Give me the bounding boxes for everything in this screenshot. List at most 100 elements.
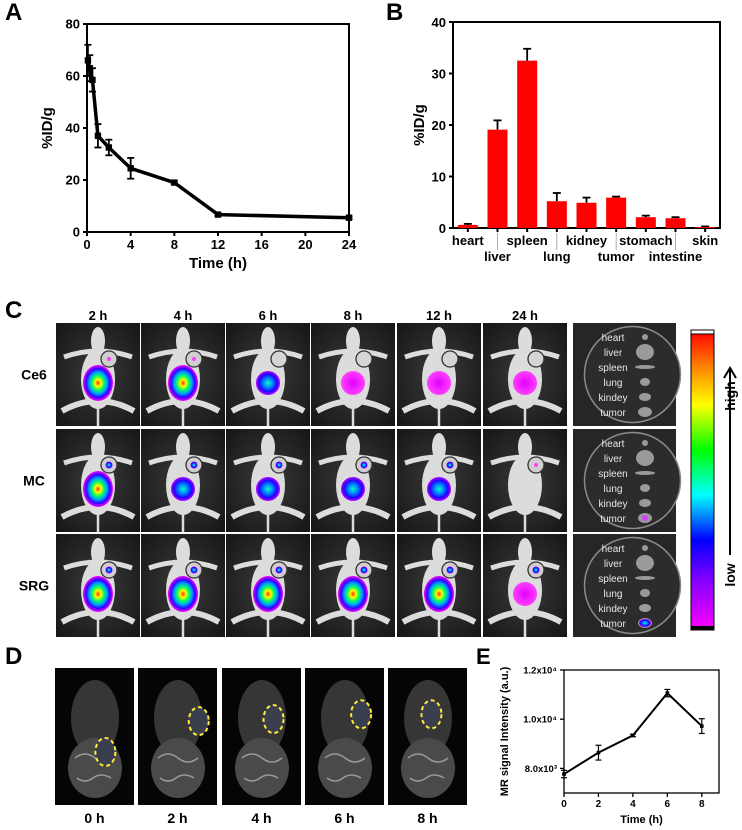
x-tick-label: 6 bbox=[665, 799, 671, 810]
organ-label-liver: liver bbox=[604, 454, 623, 465]
fluorescence-signal bbox=[168, 576, 198, 612]
organ-spleen bbox=[635, 471, 655, 475]
organ-lung bbox=[640, 589, 650, 597]
x-tick-label: lung bbox=[543, 249, 570, 264]
fluorescence-signal bbox=[168, 365, 198, 401]
y-tick-label: 0 bbox=[439, 221, 446, 236]
fluorescence-signal bbox=[341, 477, 365, 501]
bar-heart bbox=[457, 224, 478, 228]
organ-label-kindey: kindey bbox=[599, 499, 628, 510]
bar-stomach bbox=[635, 217, 656, 228]
x-tick-label: 8 bbox=[171, 237, 178, 252]
mouse-head bbox=[91, 327, 105, 355]
row-label-group: MC bbox=[23, 473, 45, 489]
y-tick-label: 0 bbox=[73, 225, 80, 240]
tumor-roi-circle bbox=[355, 350, 373, 368]
tumor-signal bbox=[105, 566, 113, 574]
organ-label-lung: lung bbox=[604, 589, 623, 600]
x-tick-label: 20 bbox=[298, 237, 312, 252]
bar-skin bbox=[695, 226, 716, 228]
petri-dish bbox=[583, 325, 682, 424]
tumor-roi-circle bbox=[441, 350, 459, 368]
organ-tumor bbox=[638, 407, 652, 417]
data-point bbox=[562, 772, 566, 776]
fluorescence-signal bbox=[424, 576, 454, 612]
y-tick-label: 40 bbox=[66, 121, 80, 136]
y-tick-label: 10 bbox=[432, 170, 446, 185]
series-line bbox=[86, 60, 350, 220]
tumor-signal bbox=[534, 463, 538, 467]
fluorescence-signal bbox=[171, 477, 195, 501]
organ-label-lung: lung bbox=[604, 484, 623, 495]
row-label-group: Ce6 bbox=[21, 367, 47, 383]
bar-lung bbox=[546, 201, 567, 228]
colorbar-bottom-cap bbox=[691, 626, 714, 630]
column-label-time: 24 h bbox=[512, 308, 538, 323]
y-tick-label: 60 bbox=[66, 69, 80, 84]
x-tick-label: skin bbox=[692, 233, 718, 248]
panel-label-c: C bbox=[5, 297, 22, 324]
tumor-signal bbox=[446, 566, 454, 574]
mri-body-lower bbox=[401, 738, 455, 798]
tumor-signal bbox=[105, 461, 113, 469]
time-label: 8 h bbox=[417, 810, 437, 826]
tumor-roi-dashed bbox=[187, 706, 210, 737]
mouse-head bbox=[346, 538, 360, 566]
panel-label-b: B bbox=[386, 0, 403, 26]
mri-texture bbox=[407, 753, 449, 782]
fluorescence-signal bbox=[513, 582, 537, 606]
column-label-time: 4 h bbox=[174, 308, 193, 323]
tumor-organ-signal bbox=[639, 619, 651, 627]
mouse-head bbox=[176, 538, 190, 566]
x-tick-label: heart bbox=[452, 233, 484, 248]
y-axis-label: %ID/g bbox=[39, 107, 56, 149]
x-tick-label: 4 bbox=[630, 799, 636, 810]
x-tick-label: 0 bbox=[83, 237, 90, 252]
x-tick-label: 8 bbox=[699, 799, 705, 810]
mouse-head bbox=[261, 433, 275, 461]
mouse-head bbox=[91, 433, 105, 461]
data-point bbox=[105, 144, 113, 151]
y-tick-label: 20 bbox=[66, 173, 80, 188]
mri-texture bbox=[157, 753, 199, 782]
bar-kidney bbox=[576, 202, 597, 228]
plot-frame bbox=[563, 669, 720, 794]
y-tick-label: 20 bbox=[432, 118, 446, 133]
fluorescence-signal bbox=[427, 477, 451, 501]
panel-b: B 0 10 20 30 40 %ID/g heartliverspleenlungkidne… bbox=[386, 0, 721, 264]
mri-body-upper bbox=[321, 680, 369, 756]
x-tick-label: 12 bbox=[211, 237, 225, 252]
tumor-signal bbox=[532, 566, 540, 574]
x-tick-label: stomach bbox=[619, 233, 673, 248]
organ-label-heart: heart bbox=[602, 439, 625, 450]
tumor-signal bbox=[190, 461, 198, 469]
x-tick-label: tumor bbox=[598, 249, 635, 264]
organ-label-spleen: spleen bbox=[598, 469, 627, 480]
data-point bbox=[345, 214, 353, 221]
data-point bbox=[631, 733, 635, 738]
mri-body-lower bbox=[235, 738, 289, 798]
series-line bbox=[563, 692, 703, 775]
fluorescence-signal bbox=[253, 576, 283, 612]
data-point bbox=[214, 211, 222, 218]
y-tick-label: 8.0x10³ bbox=[525, 764, 557, 775]
fluorescence-signal bbox=[513, 371, 537, 395]
fluorescence-signal bbox=[256, 477, 280, 501]
x-tick-label: 2 bbox=[596, 799, 602, 810]
fluorescence-signal bbox=[256, 371, 280, 395]
fluorescence-signal bbox=[83, 471, 113, 507]
panel-label-e: E bbox=[476, 644, 491, 669]
organ-lung bbox=[640, 378, 650, 386]
organ-label-kindey: kindey bbox=[599, 393, 628, 404]
organ-spleen bbox=[635, 576, 655, 580]
data-point bbox=[665, 691, 670, 695]
mouse-head bbox=[176, 433, 190, 461]
tumor-signal bbox=[360, 461, 368, 469]
data-point bbox=[127, 165, 134, 172]
bar-liver bbox=[487, 129, 508, 228]
fluorescence-signal bbox=[341, 371, 365, 395]
mouse-head bbox=[346, 327, 360, 355]
fluorescence-signal bbox=[83, 365, 113, 401]
tumor-signal bbox=[107, 357, 111, 361]
mouse-head bbox=[518, 433, 532, 461]
